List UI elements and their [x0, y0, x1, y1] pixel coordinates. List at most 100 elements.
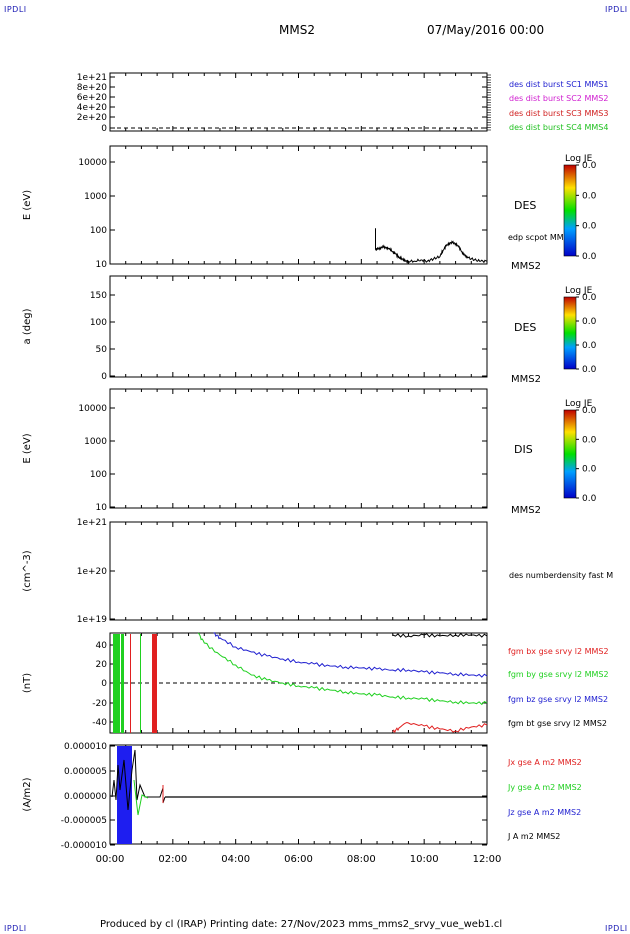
watermark-top-left: IPDLI	[4, 5, 27, 14]
colorbar-title: Log JE	[565, 154, 593, 164]
spacecraft-label: MMS2	[511, 261, 541, 272]
panel-frame	[109, 388, 488, 509]
y-tick-label: 10000	[78, 158, 107, 168]
x-tick-label: 02:00	[158, 854, 187, 865]
colorbar-tick-label: 0.0	[582, 222, 597, 232]
y-tick-label: 6e+20	[77, 93, 108, 103]
colorbar-tick-label: 0.0	[582, 191, 597, 201]
y-tick-label: 150	[90, 291, 107, 301]
data-line	[392, 632, 488, 638]
y-tick-label: 100	[90, 318, 107, 328]
legend-entry: des dist burst SC2 MMS2	[509, 94, 608, 103]
x-tick-label: 12:00	[473, 854, 502, 865]
legend-entry: fgm by gse srvy l2 MMS2	[508, 670, 609, 679]
y-tick-label: 20	[96, 660, 108, 670]
colorbar-title: Log JE	[565, 399, 593, 409]
colorbar-tick-label: 0.0	[582, 494, 597, 504]
data-line	[392, 721, 488, 734]
y-tick-label: -0.000010	[61, 841, 107, 851]
data-line	[213, 632, 488, 678]
colorbar-tick-label: 0.0	[582, 465, 597, 475]
legend-entry: des dist burst SC4 MMS4	[509, 123, 608, 132]
current-burst	[117, 746, 132, 844]
y-axis-label: E (eV)	[22, 190, 33, 220]
colorbar-tick-label: 0.0	[582, 252, 597, 262]
y-axis-label: (nT)	[22, 673, 33, 693]
colorbar	[563, 164, 577, 257]
y-tick-label: 1e+21	[77, 518, 107, 528]
field-spike	[140, 634, 141, 733]
y-tick-label: 0.000000	[64, 792, 107, 802]
y-tick-label: 1e+20	[77, 567, 108, 577]
y-tick-label: -0.000005	[61, 816, 107, 826]
data-line	[375, 228, 488, 264]
colorbar-tick-label: 0.0	[582, 161, 597, 171]
instrument-label: DES	[514, 321, 536, 334]
watermark-top-right: IPDLI	[605, 5, 628, 14]
legend-entry: des dist burst SC3 MMS3	[509, 109, 608, 118]
y-tick-label: 40	[96, 641, 108, 651]
y-tick-label: 1000	[84, 192, 107, 202]
y-tick-label: 8e+20	[77, 83, 108, 93]
legend-entry: des dist burst SC1 MMS1	[509, 80, 608, 89]
colorbar-tick-label: 0.0	[582, 293, 597, 303]
y-axis-label: E (eV)	[22, 433, 33, 463]
y-tick-label: 0.000010	[64, 742, 107, 752]
legend-entry: des numberdensity fast M	[509, 571, 613, 580]
y-tick-label: 0	[101, 124, 107, 134]
data-line	[197, 632, 488, 706]
instrument-label: DIS	[514, 443, 533, 456]
y-axis-label: a (deg)	[22, 308, 33, 344]
legend-entry: fgm bx gse srvy l2 MMS2	[508, 647, 609, 656]
x-tick-label: 06:00	[284, 854, 313, 865]
legend-entry: edp scpot MMS2	[508, 233, 574, 242]
panel-frame	[109, 72, 488, 132]
colorbar-tick-label: 0.0	[582, 317, 597, 327]
panel-frame	[109, 275, 488, 378]
panel-frame	[109, 521, 488, 621]
field-spike	[130, 634, 131, 733]
y-axis-label: (A/m2)	[22, 777, 33, 811]
watermark-bottom-right: IPDLI	[605, 924, 628, 933]
colorbar	[563, 409, 577, 499]
field-spike	[113, 634, 120, 733]
panel-frame	[109, 744, 488, 845]
y-axis-label: (cm^-3)	[22, 550, 33, 591]
x-tick-label: 10:00	[410, 854, 439, 865]
instrument-label: DES	[514, 199, 536, 212]
x-tick-label: 08:00	[347, 854, 376, 865]
colorbar-tick-label: 0.0	[582, 365, 597, 375]
y-tick-label: 10000	[78, 404, 107, 414]
y-tick-label: -20	[92, 699, 107, 709]
x-tick-label: 00:00	[96, 854, 125, 865]
field-spike	[121, 634, 124, 733]
y-tick-label: 100	[90, 226, 107, 236]
legend-entry: fgm bz gse srvy l2 MMS2	[508, 695, 608, 704]
y-tick-label: 10	[96, 503, 108, 513]
legend-entry: Jx gse A m2 MMS2	[507, 758, 582, 767]
current-trace	[111, 749, 166, 811]
panel-frame	[109, 145, 488, 265]
plot-datetime: 07/May/2016 00:00	[427, 23, 545, 37]
legend-entry: J A m2 MMS2	[507, 832, 560, 841]
legend-entry: fgm bt gse srvy l2 MMS2	[508, 719, 607, 728]
y-tick-label: 0	[101, 679, 107, 689]
y-tick-label: 1000	[84, 437, 107, 447]
footer-credit: Produced by cl (IRAP) Printing date: 27/…	[100, 919, 503, 930]
colorbar-title: Log JE	[565, 286, 593, 296]
colorbar-tick-label: 0.0	[582, 406, 597, 416]
x-tick-label: 04:00	[221, 854, 250, 865]
spacecraft-title: MMS2	[279, 23, 315, 37]
colorbar-tick-label: 0.0	[582, 341, 597, 351]
y-tick-label: -40	[92, 718, 107, 728]
watermark-bottom-left: IPDLI	[4, 924, 27, 933]
y-tick-label: 1e+19	[77, 615, 108, 625]
legend-entry: Jz gse A m2 MMS2	[507, 808, 581, 817]
field-spike	[152, 634, 157, 733]
y-tick-label: 2e+20	[77, 113, 108, 123]
y-tick-label: 4e+20	[77, 103, 108, 113]
y-tick-label: 10	[96, 260, 108, 270]
y-tick-label: 100	[90, 470, 107, 480]
current-trace-jy	[133, 779, 149, 816]
